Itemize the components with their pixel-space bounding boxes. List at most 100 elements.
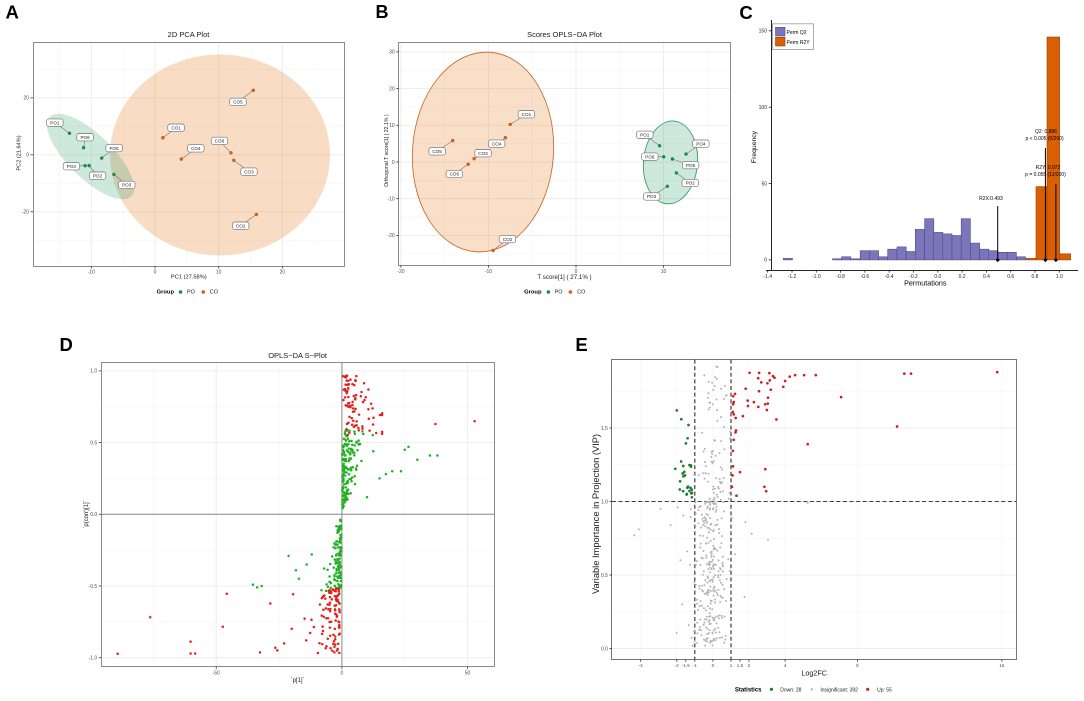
svg-text:PO3: PO3: [122, 183, 132, 188]
svg-text:8: 8: [856, 663, 859, 668]
svg-text:-1: -1: [693, 663, 698, 668]
svg-text:CO3: CO3: [244, 169, 254, 174]
svg-text:PO: PO: [187, 290, 195, 296]
svg-text:-50: -50: [213, 671, 220, 677]
svg-text:-4: -4: [639, 663, 644, 668]
svg-text:50: 50: [465, 671, 471, 677]
svg-text:R2X:0.493: R2X:0.493: [979, 196, 1003, 202]
svg-text:PO3: PO3: [647, 194, 657, 199]
svg-text:20: 20: [389, 86, 395, 92]
svg-text:-20: -20: [397, 269, 404, 275]
svg-text:-1.0: -1.0: [89, 656, 98, 662]
svg-text:Variable Importance in Project: Variable Importance in Projection (VIP): [591, 434, 601, 594]
svg-text:Insignificant: 392: Insignificant: 392: [820, 687, 858, 693]
svg-text:Down: 28: Down: 28: [780, 687, 801, 693]
svg-text:Group: Group: [157, 290, 175, 296]
svg-text:PO5: PO5: [686, 163, 696, 168]
svg-text:-10: -10: [485, 269, 492, 275]
svg-text:0.0: 0.0: [934, 274, 941, 280]
svg-text:-2: -2: [675, 663, 680, 668]
svg-text:PO2: PO2: [686, 181, 696, 186]
svg-text:-1.4: -1.4: [763, 274, 772, 280]
svg-text:-0.4: -0.4: [885, 274, 894, 280]
svg-text:Statistics: Statistics: [735, 687, 762, 693]
svg-text:-20: -20: [22, 210, 29, 216]
svg-text:Orthogonal T score[1] ( 22.1%: Orthogonal T score[1] ( 22.1% ): [384, 114, 390, 187]
svg-text:CO5: CO5: [432, 149, 442, 154]
svg-text:-10: -10: [387, 197, 394, 203]
svg-text:p < 0.005 (0/200): p < 0.005 (0/200): [1025, 136, 1064, 142]
svg-text:OPLS−DA S−Plot: OPLS−DA S−Plot: [268, 351, 328, 360]
svg-text:0: 0: [341, 671, 344, 677]
svg-text:PO5: PO5: [109, 146, 119, 151]
svg-text:10: 10: [661, 269, 667, 275]
svg-text:CO2: CO2: [236, 223, 246, 228]
svg-text:Log2FC: Log2FC: [801, 668, 827, 677]
svg-text:E: E: [575, 334, 587, 355]
svg-text:CO4: CO4: [191, 146, 201, 151]
svg-text:T score[1] ( 27.1% ): T score[1] ( 27.1% ): [537, 274, 591, 281]
svg-text:16: 16: [999, 663, 1005, 668]
svg-text:150: 150: [759, 29, 768, 35]
svg-text:20: 20: [280, 270, 286, 276]
svg-text:0.0: 0.0: [601, 646, 608, 652]
svg-text:10: 10: [216, 270, 222, 276]
svg-text:0: 0: [26, 153, 29, 159]
svg-text:Group: Group: [524, 290, 542, 296]
svg-text:1: 1: [730, 663, 733, 668]
svg-text:`p(corr)[1]`: `p(corr)[1]`: [84, 500, 90, 528]
svg-text:A: A: [6, 2, 19, 23]
svg-text:-0.2: -0.2: [909, 274, 918, 280]
svg-text:Q2: 0.886: Q2: 0.886: [1035, 129, 1057, 135]
svg-text:2: 2: [748, 663, 751, 668]
svg-text:Scores OPLS−DA Plot: Scores OPLS−DA Plot: [527, 30, 603, 39]
svg-text:R2Y: 0.972: R2Y: 0.972: [1036, 165, 1061, 171]
svg-text:-1.2: -1.2: [788, 274, 797, 280]
svg-text:10: 10: [389, 123, 395, 129]
svg-text:C: C: [739, 2, 752, 23]
svg-text:100: 100: [759, 105, 768, 111]
svg-text:0: 0: [764, 258, 767, 264]
svg-text:-0.6: -0.6: [861, 274, 870, 280]
svg-text:PO2: PO2: [93, 173, 103, 178]
svg-text:PO: PO: [555, 290, 563, 296]
svg-text:1.0: 1.0: [601, 499, 608, 505]
svg-text:0.0: 0.0: [90, 512, 97, 518]
svg-text:0: 0: [392, 160, 395, 166]
svg-text:Frequency: Frequency: [751, 130, 758, 163]
svg-text:CO3: CO3: [478, 151, 488, 156]
svg-text:1.5: 1.5: [601, 426, 608, 432]
svg-text:CO: CO: [577, 290, 585, 296]
svg-text:PC1 (27.58%): PC1 (27.58%): [171, 275, 207, 281]
svg-text:`p[1]`: `p[1]`: [291, 678, 305, 684]
svg-text:CO2: CO2: [503, 237, 513, 242]
svg-text:4: 4: [784, 663, 787, 668]
svg-text:1.0: 1.0: [1056, 274, 1063, 280]
svg-text:D: D: [60, 334, 73, 355]
svg-text:Permutations: Permutations: [904, 279, 947, 288]
svg-text:0: 0: [154, 270, 157, 276]
svg-text:0.6: 0.6: [1007, 274, 1014, 280]
svg-text:-10: -10: [88, 270, 95, 276]
svg-text:CO6: CO6: [450, 172, 460, 177]
svg-text:CO6: CO6: [215, 139, 225, 144]
svg-text:Perm R2Y: Perm R2Y: [787, 40, 811, 46]
svg-text:-20: -20: [387, 233, 394, 239]
svg-text:20: 20: [23, 96, 29, 102]
svg-text:0: 0: [712, 663, 715, 668]
svg-text:0.4: 0.4: [983, 274, 990, 280]
svg-text:PO1: PO1: [640, 133, 650, 138]
svg-text:PO4: PO4: [696, 141, 706, 146]
svg-text:p = 0.055 (11/200): p = 0.055 (11/200): [1025, 172, 1066, 178]
svg-text:PO6: PO6: [80, 135, 90, 140]
svg-text:PC2 (21.64%): PC2 (21.64%): [16, 135, 22, 170]
svg-text:0.2: 0.2: [959, 274, 966, 280]
svg-text:CO5: CO5: [233, 100, 243, 105]
svg-text:50: 50: [761, 181, 767, 187]
svg-text:-0.8: -0.8: [836, 274, 845, 280]
svg-text:1.0: 1.0: [90, 369, 97, 375]
svg-text:0.5: 0.5: [90, 440, 97, 446]
svg-text:1.5: 1.5: [737, 663, 744, 668]
svg-text:0.5: 0.5: [601, 573, 608, 579]
svg-text:PO6: PO6: [645, 154, 655, 159]
